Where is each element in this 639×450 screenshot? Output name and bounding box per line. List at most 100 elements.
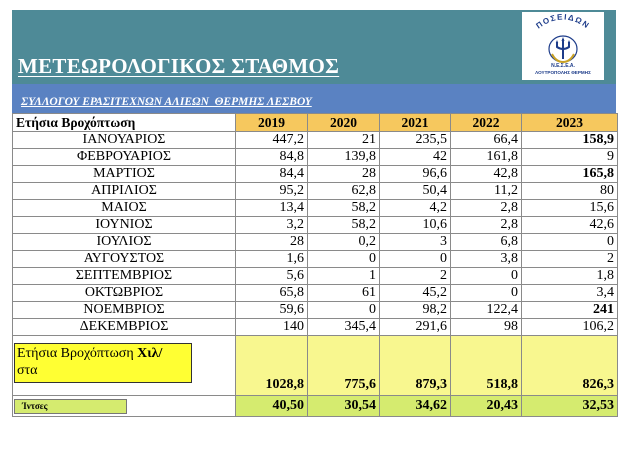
month-name: ΣΕΠΤΕΜΒΡΙΟΣ [12,267,236,285]
year-header: 2022 [450,113,522,132]
inches-value: 30,54 [307,395,380,417]
rainfall-value: 84,8 [235,148,308,166]
corner-label: Ετήσια Βροχόπτωση [12,113,236,132]
annual-total-value: 1028,8 [235,335,308,396]
rainfall-value: 80 [521,182,618,200]
table-row: ΑΠΡΙΛΙΟΣ 95,2 62,8 50,4 11,2 80 [12,182,618,200]
table-row: ΜΑΡΤΙΟΣ 84,4 28 96,6 42,8 165,8 [12,165,618,183]
rainfall-value: 84,4 [235,165,308,183]
rainfall-value: 106,2 [521,318,618,336]
logo-abbreviation: Ν.Ε.Σ.Ε.Α. [551,63,575,69]
month-name: ΜΑΡΤΙΟΣ [12,165,236,183]
rainfall-value: 447,2 [235,131,308,149]
table-row: ΑΥΓΟΥΣΤΟΣ 1,6 0 0 3,8 2 [12,250,618,268]
month-name: ΟΚΤΩΒΡΙΟΣ [12,284,236,302]
rainfall-value: 95,2 [235,182,308,200]
table-header-row: Ετήσια Βροχόπτωση 2019 2020 2021 2022 20… [12,113,618,132]
rainfall-value: 165,8 [521,165,618,183]
table-row: ΙΑΝΟΥΑΡΙΟΣ 447,2 21 235,5 66,4 158,9 [12,131,618,149]
trident-laurel-emblem-icon [548,35,578,64]
table-row: ΙΟΥΛΙΟΣ 28 0,2 3 6,8 0 [12,233,618,251]
rainfall-value: 3 [379,233,451,251]
annual-total-value: 518,8 [450,335,522,396]
club-name-banner: ΣΥΛΛΟΓΟΥ ΕΡΑΣΙΤΕΧΝΩΝ ΑΛΙΕΩΝ ΘΕΡΜΗΣ ΛΕΣΒΟ… [12,84,616,113]
rainfall-value: 98 [450,318,522,336]
title-banner: ΜΕΤΕΩΡΟΛΟΓΙΚΟΣ ΣΤΑΘΜΟΣ [12,10,616,84]
month-name: ΑΠΡΙΛΙΟΣ [12,182,236,200]
month-name: ΙΟΥΝΙΟΣ [12,216,236,234]
rainfall-value: 5,6 [235,267,308,285]
rainfall-value: 10,6 [379,216,451,234]
rainfall-value: 158,9 [521,131,618,149]
month-name: ΝΟΕΜΒΡΙΟΣ [12,301,236,319]
rainfall-value: 98,2 [379,301,451,319]
rainfall-value: 0 [521,233,618,251]
rainfall-value: 66,4 [450,131,522,149]
rainfall-value: 13,4 [235,199,308,217]
rainfall-value: 0 [450,284,522,302]
rainfall-value: 11,2 [450,182,522,200]
annual-total-value: 879,3 [379,335,451,396]
rainfall-value: 140 [235,318,308,336]
rainfall-value: 2,8 [450,199,522,217]
rainfall-value: 96,6 [379,165,451,183]
rainfall-value: 61 [307,284,380,302]
month-name: ΔΕΚΕΜΒΡΙΟΣ [12,318,236,336]
rainfall-value: 1,6 [235,250,308,268]
rainfall-value: 0 [307,250,380,268]
rainfall-value: 2,8 [450,216,522,234]
rainfall-value: 235,5 [379,131,451,149]
svg-text:ΠΟΣΕΙΔΩΝ: ΠΟΣΕΙΔΩΝ [535,12,592,30]
annual-total-label-text: Ετήσια Βροχόπτωση [17,346,138,361]
rainfall-table-body: Ετήσια Βροχόπτωση 2019 2020 2021 2022 20… [12,113,618,336]
rainfall-value: 15,6 [521,199,618,217]
month-name: ΙΟΥΛΙΟΣ [12,233,236,251]
rainfall-value: 0 [450,267,522,285]
annual-total-value: 826,3 [521,335,618,396]
annual-total-label: Ετήσια Βροχόπτωση Χιλ/στα [14,343,192,383]
inches-value: 40,50 [235,395,308,417]
rainfall-value: 3,4 [521,284,618,302]
annual-total-unit-rest: στα [17,363,38,378]
rainfall-value: 161,8 [450,148,522,166]
rainfall-value: 0 [379,250,451,268]
rainfall-value: 1,8 [521,267,618,285]
year-header: 2019 [235,113,308,132]
logo-location: ΛΟΥΤΡΟΠΟΛΗΣ ΘΕΡΜΗΣ [535,70,591,75]
rainfall-value: 6,8 [450,233,522,251]
inches-value: 32,53 [521,395,618,417]
inches-label-cell: Ίντσες [12,395,236,417]
rainfall-value: 1 [307,267,380,285]
year-header: 2023 [521,113,618,132]
month-name: ΜΑΙΟΣ [12,199,236,217]
month-name: ΦΕΒΡΟΥΑΡΙΟΣ [12,148,236,166]
rainfall-value: 2 [379,267,451,285]
rainfall-value: 45,2 [379,284,451,302]
table-row: ΝΟΕΜΒΡΙΟΣ 59,6 0 98,2 122,4 241 [12,301,618,319]
rainfall-value: 345,4 [307,318,380,336]
rainfall-value: 42,6 [521,216,618,234]
rainfall-value: 139,8 [307,148,380,166]
annual-total-unit: Χιλ/ [137,346,163,361]
rainfall-value: 291,6 [379,318,451,336]
month-name: ΑΥΓΟΥΣΤΟΣ [12,250,236,268]
month-name: ΙΑΝΟΥΑΡΙΟΣ [12,131,236,149]
table-row: ΦΕΒΡΟΥΑΡΙΟΣ 84,8 139,8 42 161,8 9 [12,148,618,166]
annual-total-value: 775,6 [307,335,380,396]
table-row: ΔΕΚΕΜΒΡΙΟΣ 140 345,4 291,6 98 106,2 [12,318,618,336]
rainfall-value: 65,8 [235,284,308,302]
rainfall-value: 3,2 [235,216,308,234]
table-row: ΣΕΠΤΕΜΒΡΙΟΣ 5,6 1 2 0 1,8 [12,267,618,285]
rainfall-value: 9 [521,148,618,166]
table-row: ΟΚΤΩΒΡΙΟΣ 65,8 61 45,2 0 3,4 [12,284,618,302]
year-header: 2021 [379,113,451,132]
rainfall-value: 58,2 [307,216,380,234]
rainfall-value: 3,8 [450,250,522,268]
club-name: ΣΥΛΛΟΓΟΥ ΕΡΑΣΙΤΕΧΝΩΝ ΑΛΙΕΩΝ ΘΕΡΜΗΣ ΛΕΣΒΟ… [21,96,312,108]
inches-label: Ίντσες [14,399,127,414]
inches-value: 20,43 [450,395,522,417]
rainfall-value: 2 [521,250,618,268]
year-header: 2020 [307,113,380,132]
rainfall-value: 122,4 [450,301,522,319]
rainfall-value: 62,8 [307,182,380,200]
